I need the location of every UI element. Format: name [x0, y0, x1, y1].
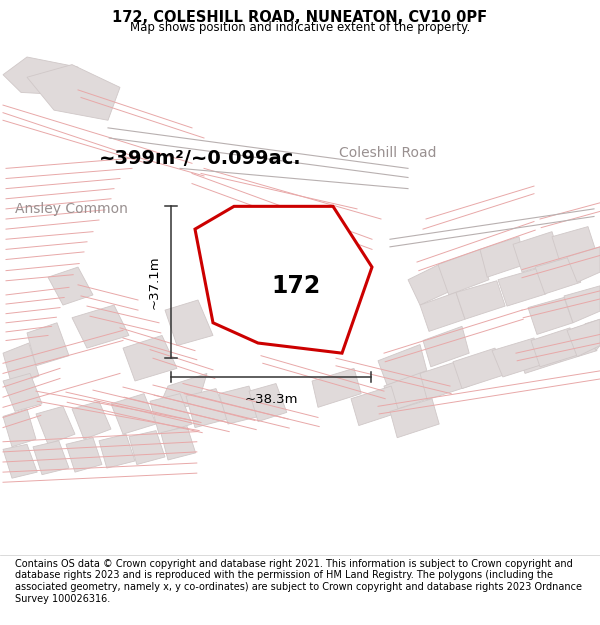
Polygon shape: [219, 386, 259, 424]
Polygon shape: [384, 371, 433, 411]
Polygon shape: [453, 348, 504, 389]
Polygon shape: [3, 409, 36, 447]
Text: ~399m²/~0.099ac.: ~399m²/~0.099ac.: [99, 149, 302, 168]
Polygon shape: [3, 57, 78, 95]
Polygon shape: [516, 336, 561, 373]
Polygon shape: [423, 326, 469, 367]
Polygon shape: [66, 438, 102, 472]
Polygon shape: [48, 267, 93, 305]
Text: 172, COLESHILL ROAD, NUNEATON, CV10 0PF: 172, COLESHILL ROAD, NUNEATON, CV10 0PF: [112, 10, 488, 25]
Polygon shape: [492, 338, 543, 377]
Polygon shape: [249, 384, 287, 421]
Text: 172: 172: [272, 274, 321, 298]
Polygon shape: [420, 292, 465, 331]
Polygon shape: [129, 431, 165, 464]
Text: ~38.3m: ~38.3m: [244, 393, 298, 406]
Polygon shape: [564, 286, 600, 322]
Polygon shape: [498, 269, 546, 306]
Polygon shape: [72, 401, 111, 439]
Polygon shape: [552, 227, 597, 266]
Polygon shape: [72, 305, 129, 348]
Polygon shape: [165, 300, 213, 346]
Polygon shape: [552, 324, 597, 362]
Polygon shape: [161, 426, 196, 460]
Polygon shape: [585, 319, 600, 351]
Text: ~37.1m: ~37.1m: [147, 256, 160, 309]
Text: Map shows position and indicative extent of the property.: Map shows position and indicative extent…: [130, 21, 470, 34]
Polygon shape: [456, 281, 505, 319]
Polygon shape: [408, 262, 453, 305]
Polygon shape: [33, 441, 69, 474]
Polygon shape: [111, 394, 156, 434]
Polygon shape: [27, 322, 69, 366]
Text: Ansley Common: Ansley Common: [15, 202, 128, 216]
Polygon shape: [531, 328, 579, 367]
Text: Contains OS data © Crown copyright and database right 2021. This information is : Contains OS data © Crown copyright and d…: [15, 559, 582, 604]
Polygon shape: [567, 247, 600, 282]
Polygon shape: [3, 343, 39, 386]
Polygon shape: [480, 237, 525, 278]
Polygon shape: [3, 373, 42, 411]
Polygon shape: [528, 298, 573, 334]
Polygon shape: [390, 399, 439, 437]
Polygon shape: [438, 249, 489, 295]
Polygon shape: [156, 373, 207, 414]
Polygon shape: [195, 206, 372, 353]
Polygon shape: [420, 360, 469, 400]
Text: Coleshill Road: Coleshill Road: [339, 146, 436, 160]
Polygon shape: [36, 406, 75, 444]
Polygon shape: [123, 336, 177, 381]
Polygon shape: [27, 64, 120, 120]
Polygon shape: [378, 344, 427, 385]
Polygon shape: [150, 394, 192, 434]
Polygon shape: [513, 232, 561, 272]
Polygon shape: [99, 434, 135, 468]
Polygon shape: [535, 257, 581, 294]
Polygon shape: [3, 444, 37, 478]
Polygon shape: [351, 386, 399, 426]
Polygon shape: [186, 389, 228, 428]
Polygon shape: [312, 368, 361, 408]
Polygon shape: [567, 319, 600, 357]
